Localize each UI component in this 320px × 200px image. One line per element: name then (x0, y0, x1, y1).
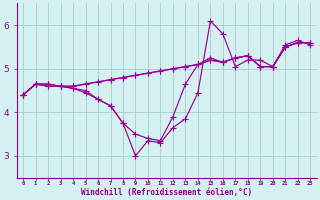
X-axis label: Windchill (Refroidissement éolien,°C): Windchill (Refroidissement éolien,°C) (81, 188, 252, 197)
